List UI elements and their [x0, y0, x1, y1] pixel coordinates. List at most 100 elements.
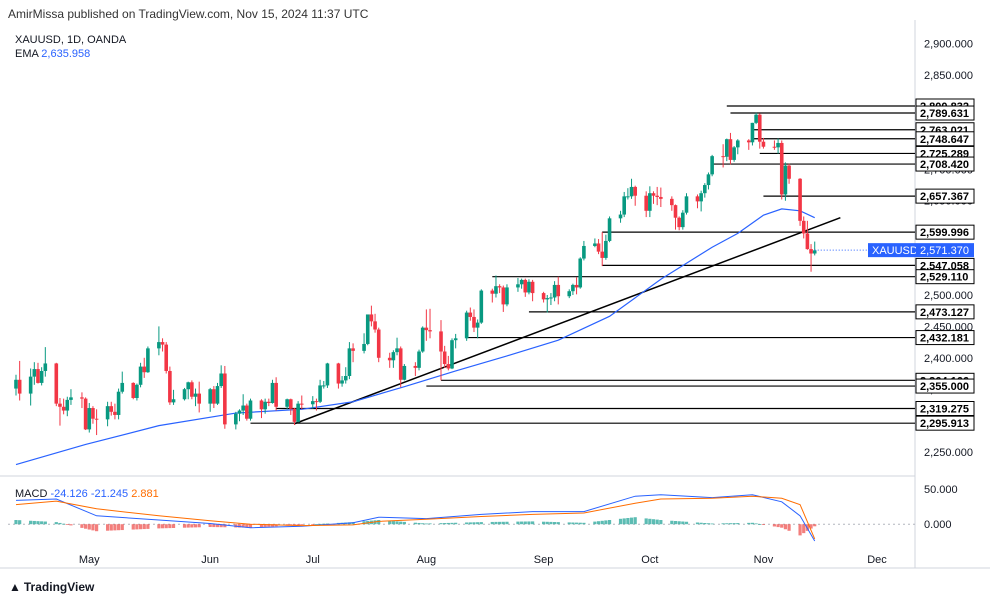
candle-body	[267, 401, 271, 404]
macd-tick-label: 50.000	[924, 484, 958, 496]
macd-hist-bar	[490, 521, 494, 525]
candle-body	[703, 185, 707, 194]
level-label-box	[915, 330, 975, 346]
candle	[728, 132, 733, 165]
candle-body	[168, 370, 172, 403]
candle	[706, 172, 711, 190]
y-tick-label: 2,250.000	[924, 447, 973, 459]
candle	[402, 364, 407, 381]
level-label-box	[915, 400, 975, 416]
candle-body	[757, 114, 762, 142]
candle-body	[574, 284, 579, 288]
macd-hist-bar	[706, 523, 711, 525]
macd-hist-bar	[248, 524, 253, 528]
macd-hist-bar	[552, 522, 557, 525]
candle	[622, 191, 627, 218]
candle	[190, 380, 194, 400]
macd-hist-bar	[531, 521, 535, 525]
candle	[703, 183, 707, 198]
candle-body	[695, 196, 700, 202]
level-label: 2,432.181	[915, 330, 975, 346]
macd-hist-bar	[644, 518, 648, 525]
candle-body	[681, 212, 685, 228]
candle-body	[798, 178, 802, 221]
candle-body	[468, 312, 473, 317]
candle-body	[219, 373, 223, 387]
macd-hist-bar	[424, 523, 428, 525]
candle-body	[783, 165, 788, 195]
candle	[490, 288, 495, 303]
candle-body	[299, 403, 304, 405]
candle	[340, 376, 344, 387]
macd-hist-bar	[186, 524, 190, 528]
candle	[607, 216, 612, 243]
candle-body	[446, 364, 451, 369]
macd-hist-bar	[593, 521, 597, 525]
candle	[754, 112, 758, 125]
candle	[376, 327, 381, 363]
macd-hist-bar	[391, 521, 395, 525]
candle	[241, 394, 245, 415]
candle-body	[146, 348, 150, 373]
level-label-text: 2,657.367	[920, 191, 969, 203]
candle	[28, 368, 33, 406]
candle-body	[728, 139, 733, 160]
candle-body	[32, 369, 37, 377]
candle-body	[373, 321, 377, 330]
candle-body	[772, 146, 777, 148]
level-label: 2,295.913	[915, 415, 975, 431]
candle	[116, 388, 121, 420]
candle	[369, 305, 374, 327]
macd-hist-bar	[87, 524, 91, 530]
level-label-text: 2,789.631	[920, 108, 969, 120]
candle-body	[223, 373, 227, 425]
macd-hist-bar	[813, 524, 817, 527]
macd-label: MACD	[15, 488, 48, 500]
candle-body	[475, 322, 480, 328]
candle-body	[248, 400, 253, 419]
candle	[83, 397, 88, 431]
candle	[673, 204, 678, 230]
macd-hist-bar	[160, 524, 165, 529]
macd-hist-bar	[574, 522, 579, 525]
candle	[757, 113, 762, 149]
candle-body	[497, 286, 502, 288]
macd-hist-bar	[523, 521, 527, 525]
candle	[223, 365, 227, 429]
candle	[516, 278, 520, 292]
candle-body	[812, 250, 817, 254]
candle	[69, 389, 73, 405]
candle	[343, 367, 348, 384]
candle	[310, 396, 315, 409]
candle	[468, 307, 473, 321]
candle-body	[578, 258, 583, 288]
macd-hist-bar	[164, 524, 168, 529]
y-tick-label: 2,900.000	[924, 39, 973, 51]
x-tick-label: Aug	[417, 554, 437, 566]
macd-hist-bar	[318, 523, 322, 525]
macd-signal-line	[15, 495, 816, 540]
candle-body	[259, 400, 264, 410]
macd-hist-bar	[545, 521, 549, 525]
candle-body	[120, 382, 125, 392]
macd-hist-value: 2.881	[131, 488, 159, 500]
candle	[530, 279, 535, 302]
candle	[450, 338, 454, 370]
macd-hist-bar	[40, 521, 44, 525]
candle-body	[138, 366, 143, 385]
macd-hist-bar	[171, 524, 176, 528]
candle-body	[593, 243, 597, 246]
candle	[677, 216, 681, 231]
candle-body	[549, 297, 553, 299]
candle-body	[310, 401, 315, 405]
candle-body	[190, 382, 194, 397]
macd-hist-bar	[223, 524, 227, 528]
candle-body	[116, 391, 121, 415]
candle-body	[670, 198, 674, 206]
macd-hist-bar	[670, 520, 674, 525]
macd-hist-bar	[322, 523, 326, 525]
candle-body	[241, 405, 245, 411]
candle-body	[556, 284, 561, 297]
macd-hist-bar	[135, 524, 139, 530]
